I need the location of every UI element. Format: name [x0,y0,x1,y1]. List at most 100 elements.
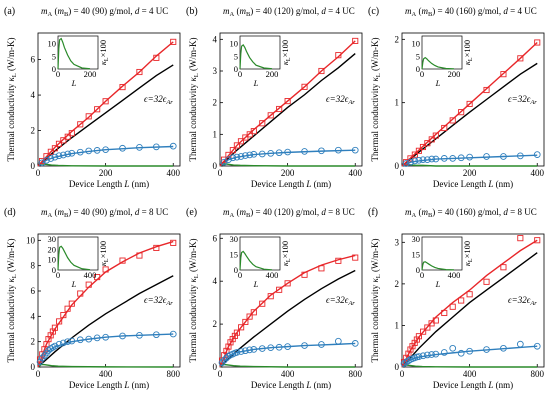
title-paren: ( [234,207,239,217]
title-d: d [321,6,326,16]
y-title-text: Thermal conductivity [188,82,198,162]
circle-marker [36,358,44,366]
circle-marker [229,154,237,162]
eps-sub: Ar [347,99,355,106]
x-tick-label: 800 [166,369,180,379]
inset-x-tick-label: 0 [56,69,60,79]
circle-marker [267,149,275,157]
circle-marker [68,149,76,157]
square-marker [424,324,431,331]
x-axis-title: Device Length L (nm) [251,380,331,390]
inset-x-tick-label: 400 [266,270,279,280]
title-m: m [405,207,412,217]
square-marker [47,148,54,155]
inset-x-label: L [435,279,441,289]
inset-y-sub: L [104,258,110,262]
x-tick-label: 200 [463,168,477,178]
inset-y-mult: ×100 [98,241,108,259]
inset-x-label: L [253,279,259,289]
square-marker [233,142,240,149]
x-tick-label: 200 [99,168,113,178]
circle-marker [419,156,427,164]
y-tick-label: 0 [395,161,400,171]
inset-y-tick-label: 0 [234,265,238,275]
title-rest: ) = 40 (90) g/mol, [68,6,135,16]
panel-d: (d) mA (mB) = 40 (90) g/mol, d = 8 UC0 400… [4,207,180,390]
y-tick-label: 1 [213,129,218,139]
y-title-sub: L [375,73,382,77]
circle-marker [55,340,63,348]
circle-marker [267,344,275,352]
x-tick-label: 400 [166,168,180,178]
circle-marker [93,147,101,154]
blue-fit-line [37,333,174,368]
circle-marker [237,153,245,160]
y-title-unit: (W/m-K) [6,37,16,73]
square-marker [411,151,418,158]
circle-marker [275,149,283,157]
inset-y-tick-label: 5 [416,51,420,61]
title-paren: ( [416,6,421,16]
title-d: d [135,207,140,217]
square-marker [221,156,228,163]
circle-marker [424,351,431,359]
square-marker [242,134,249,141]
x-axis-title: Device Length L (nm) [251,179,331,189]
y-title-var: κ [6,278,16,283]
square-marker [276,105,283,113]
y-tick-label: 2 [31,337,36,347]
x-tick-label: 0 [400,168,405,178]
circle-marker [136,144,143,151]
inset-y-var: κ [98,60,108,65]
square-marker [102,98,109,105]
x-tick-label: 0 [218,168,223,178]
eps-text: ϵ=32ϵ [326,94,349,104]
title-sub-b: B [246,212,251,219]
square-marker [64,133,71,140]
inset-x-label: L [435,78,441,88]
y-title-text: Thermal conductivity [6,82,16,162]
square-marker [415,333,422,340]
title-d-val: = 8 UC [139,207,168,217]
inset-y-mult: ×100 [280,241,290,259]
epsilon-label: ϵ=32ϵAr [326,295,355,307]
circle-marker [533,151,541,158]
panel-label: (a) [4,6,15,17]
square-marker [102,266,109,273]
square-marker [428,136,435,143]
y-tick-label: 0 [213,161,218,171]
square-marker [432,132,439,139]
y-tick-label: 0 [31,161,36,171]
title-m2: m [421,6,428,16]
circle-marker [233,349,241,356]
square-marker [94,274,101,281]
title-sub-b: B [64,11,69,18]
inset-y-tick-label: 5 [52,51,56,61]
inset-x-tick-label: 0 [238,270,242,280]
inset-y-var: κ [98,261,108,266]
title-d-val: = 8 UC [508,207,537,217]
eps-text: ϵ=32ϵ [508,295,531,305]
square-marker [419,143,427,151]
inset-y-tick-label: 0 [416,265,420,275]
circle-marker [119,144,126,152]
y-tick-label: 4 [213,276,218,286]
inset-y-tick-label: 0 [52,64,56,74]
circle-marker [284,148,291,156]
eps-text: ϵ=32ϵ [508,94,531,104]
inset-y-tick-label: 0 [416,64,420,74]
square-marker [64,305,71,312]
inset-green-line [57,37,91,70]
epsilon-label: ϵ=32ϵAr [508,295,537,307]
blue-fit-line [219,342,356,368]
circle-marker [152,143,160,151]
circle-marker [136,331,143,339]
circle-marker [233,153,241,161]
circle-marker [483,346,490,353]
inset-frame [421,236,463,271]
